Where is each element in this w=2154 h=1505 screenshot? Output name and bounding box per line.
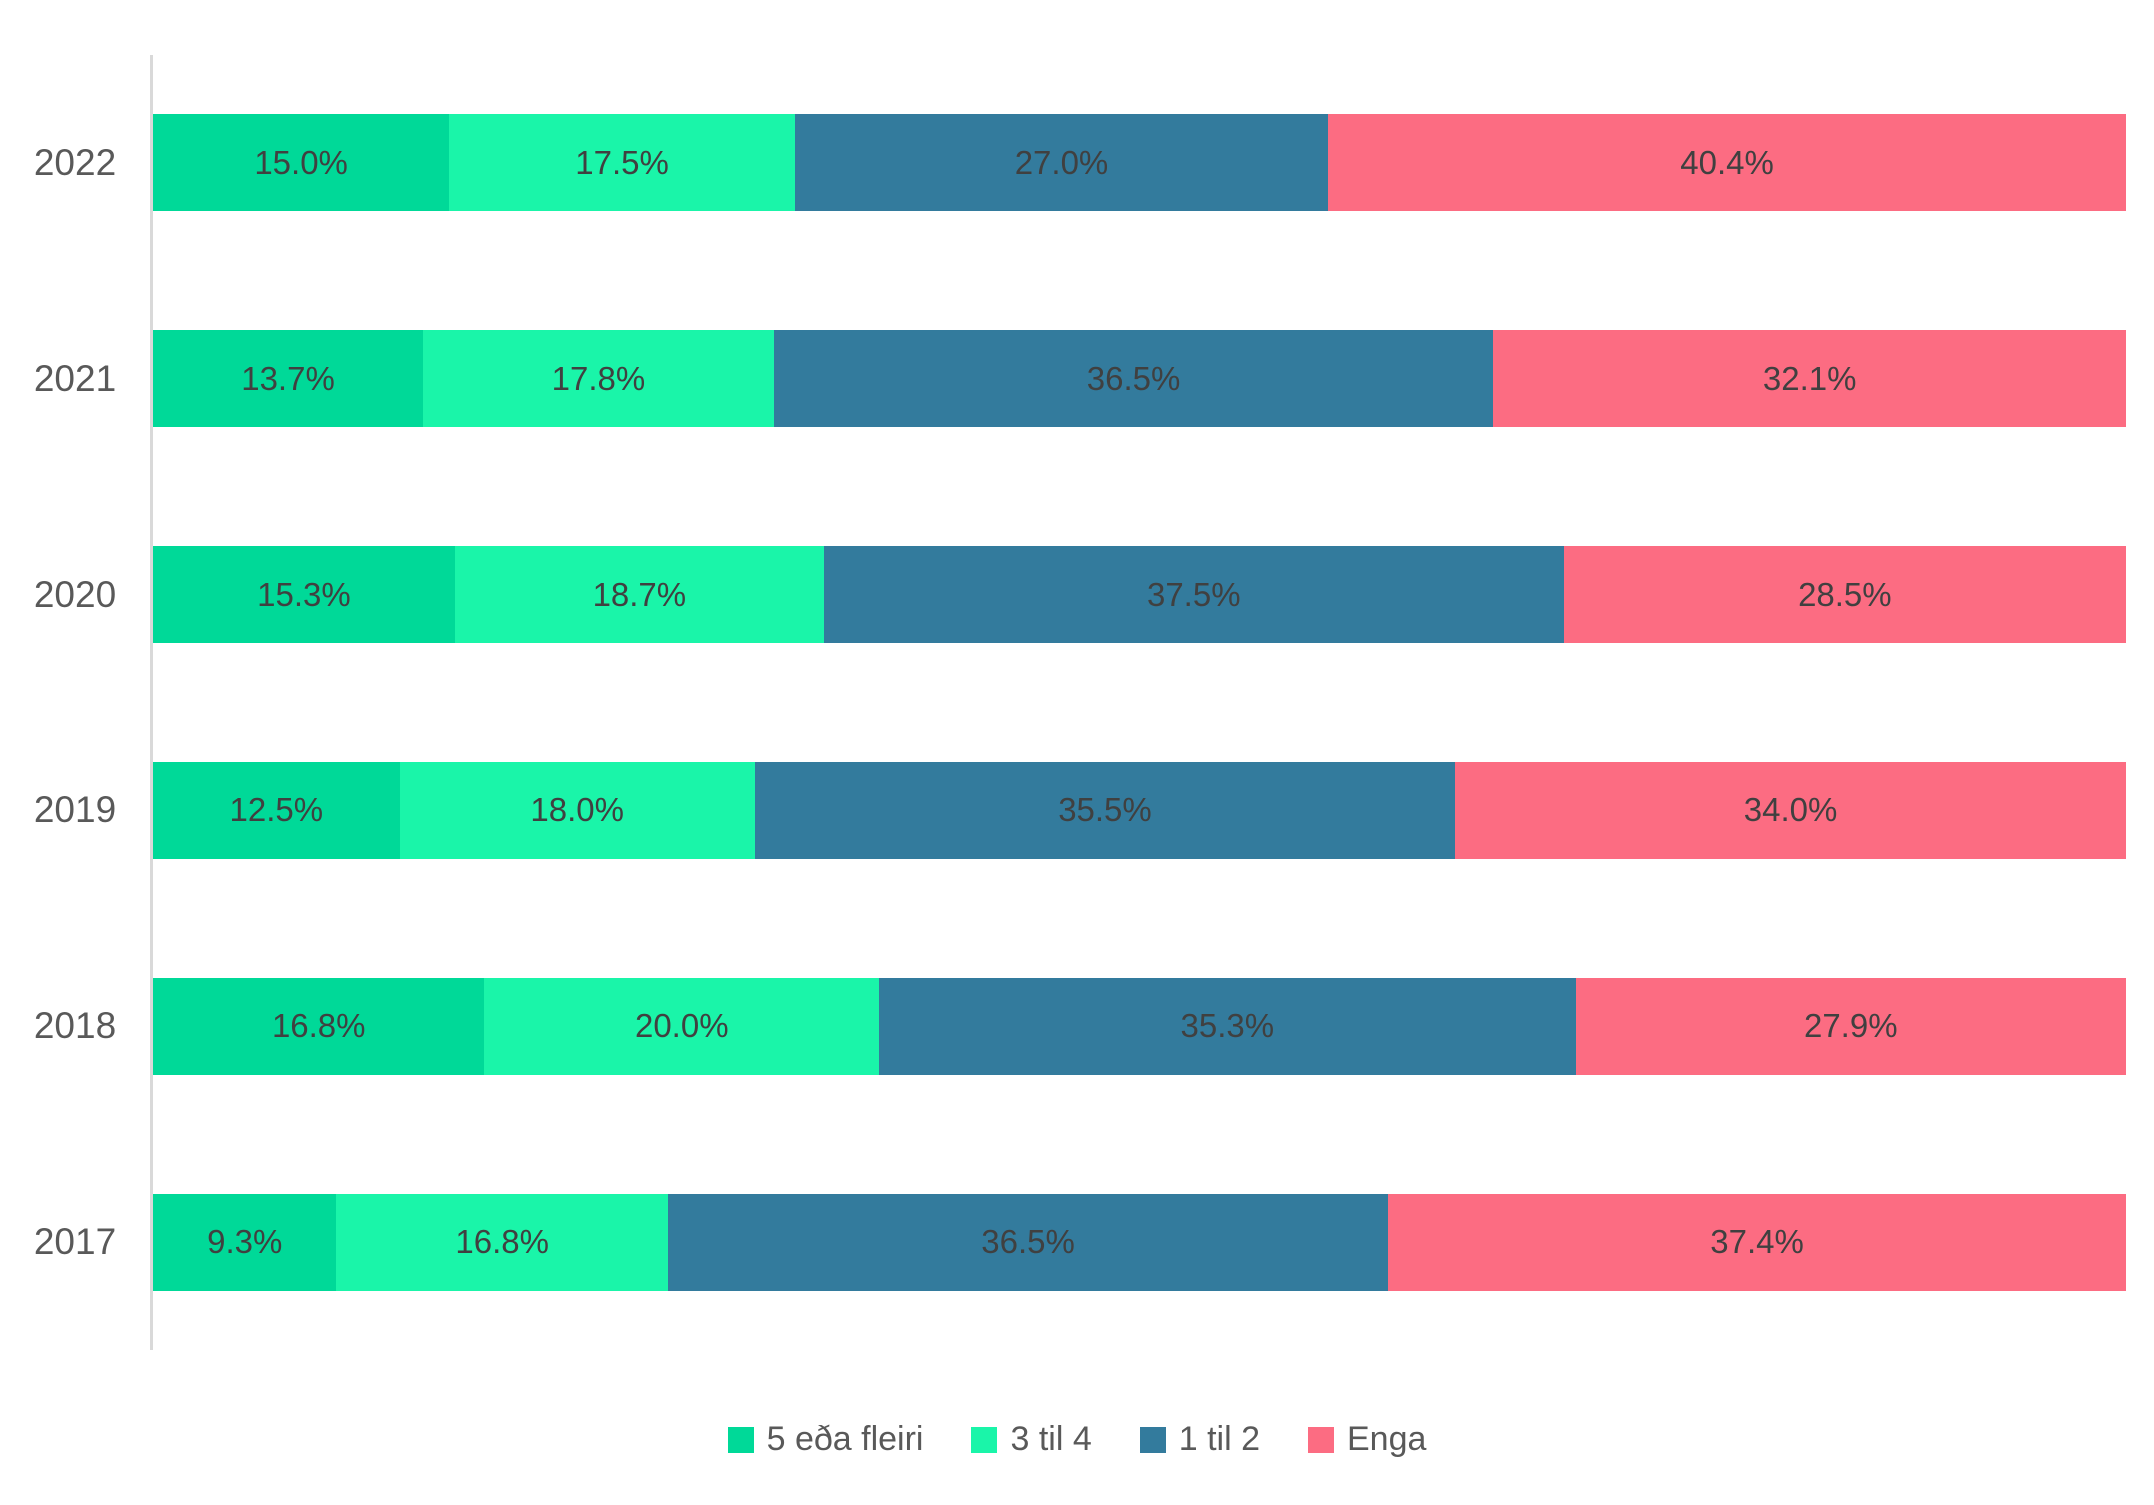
- data-label: 37.5%: [1146, 575, 1241, 613]
- data-label: 20.0%: [634, 1007, 729, 1045]
- bar-segment-3-til-4: 17.5%: [449, 114, 795, 212]
- bar-segment-3-til-4: 20.0%: [484, 977, 880, 1075]
- data-label: 28.5%: [1798, 575, 1892, 613]
- bar-segment-5-eða-fleiri: 13.7%: [153, 330, 424, 428]
- bar-track: 9.3% 16.8% 36.5% 37.4%: [153, 1193, 2126, 1291]
- bar-segment-enga: 34.0%: [1455, 761, 2126, 859]
- bar-segment-1-til-2: 35.3%: [879, 977, 1576, 1075]
- y-axis-label: 2022: [33, 141, 117, 183]
- data-label: 37.4%: [1710, 1223, 1804, 1261]
- bar-segment-1-til-2: 37.5%: [823, 546, 1564, 644]
- data-label: 27.0%: [1014, 143, 1109, 181]
- bar-segment-5-eða-fleiri: 9.3%: [153, 1193, 337, 1291]
- bar-segment-3-til-4: 18.0%: [399, 761, 755, 859]
- y-axis-label: 2019: [33, 789, 117, 831]
- bar-segment-1-til-2: 35.5%: [754, 761, 1456, 859]
- legend-item-5-eða-fleiri: 5 eða fleiri: [727, 1420, 924, 1459]
- legend-item-3-til-4: 3 til 4: [971, 1420, 1092, 1459]
- bar-segment-5-eða-fleiri: 15.3%: [153, 546, 455, 644]
- bar-segment-1-til-2: 36.5%: [667, 1193, 1389, 1291]
- bar-segment-5-eða-fleiri: 15.0%: [153, 114, 450, 212]
- chart-row: 2020 15.3% 18.7% 37.5% 28.5%: [0, 487, 2154, 703]
- data-label: 40.4%: [1680, 143, 1774, 181]
- bar-track: 15.3% 18.7% 37.5% 28.5%: [153, 546, 2127, 644]
- data-label: 17.5%: [575, 143, 669, 181]
- legend-swatch-icon: [971, 1426, 998, 1453]
- legend-label: 5 eða fleiri: [766, 1420, 924, 1458]
- bar-segment-3-til-4: 18.7%: [454, 546, 824, 644]
- legend-label: 3 til 4: [1010, 1420, 1092, 1458]
- bar-segment-enga: 40.4%: [1328, 114, 2127, 212]
- bar-segment-enga: 28.5%: [1563, 546, 2127, 644]
- data-label: 36.5%: [1086, 359, 1181, 397]
- data-label: 16.8%: [271, 1007, 366, 1045]
- bar-segment-5-eða-fleiri: 16.8%: [153, 977, 485, 1075]
- bar-segment-enga: 27.9%: [1575, 977, 2126, 1075]
- y-axis-label: 2018: [33, 1005, 117, 1047]
- data-label: 18.7%: [592, 575, 687, 613]
- data-label: 35.5%: [1058, 791, 1152, 829]
- legend-label: Enga: [1347, 1420, 1427, 1458]
- chart-row: 2021 13.7% 17.8% 36.5% 32.1%: [0, 271, 2154, 487]
- legend-item-1-til-2: 1 til 2: [1139, 1420, 1260, 1459]
- bar-segment-5-eða-fleiri: 12.5%: [153, 761, 400, 859]
- data-label: 16.8%: [455, 1223, 549, 1261]
- bar-segment-enga: 37.4%: [1388, 1193, 2126, 1291]
- legend-label: 1 til 2: [1178, 1420, 1260, 1458]
- y-axis-line: [150, 55, 153, 1350]
- data-label: 36.5%: [981, 1223, 1075, 1261]
- data-label: 13.7%: [241, 359, 335, 397]
- data-label: 17.8%: [551, 359, 646, 397]
- data-label: 9.3%: [207, 1223, 283, 1261]
- bar-segment-1-til-2: 36.5%: [773, 330, 1494, 428]
- data-label: 35.3%: [1180, 1007, 1275, 1045]
- data-label: 34.0%: [1743, 791, 1838, 829]
- bar-segment-3-til-4: 16.8%: [336, 1193, 668, 1291]
- legend: 5 eða fleiri 3 til 4 1 til 2 Enga: [0, 1420, 2154, 1459]
- y-axis-label: 2017: [33, 1221, 117, 1263]
- chart-row: 2018 16.8% 20.0% 35.3% 27.9%: [0, 918, 2154, 1134]
- chart-row: 2019 12.5% 18.0% 35.5% 34.0%: [0, 702, 2154, 918]
- legend-swatch-icon: [1308, 1426, 1334, 1453]
- data-label: 18.0%: [530, 791, 624, 829]
- data-label: 15.0%: [254, 143, 348, 181]
- plot-area: 2022 15.0% 17.5% 27.0% 40.4% 2021 13.7% 17.8% 36…: [0, 55, 2154, 1350]
- y-axis-label: 2021: [33, 357, 117, 399]
- data-label: 32.1%: [1762, 359, 1857, 397]
- bar-segment-1-til-2: 27.0%: [794, 114, 1329, 212]
- bar-track: 15.0% 17.5% 27.0% 40.4%: [153, 114, 2127, 212]
- chart-row: 2022 15.0% 17.5% 27.0% 40.4%: [0, 55, 2154, 271]
- data-label: 12.5%: [229, 791, 324, 829]
- y-axis-label: 2020: [33, 573, 117, 615]
- data-label: 27.9%: [1803, 1007, 1898, 1045]
- legend-swatch-icon: [727, 1426, 754, 1453]
- chart-row: 2017 9.3% 16.8% 36.5% 37.4%: [0, 1134, 2154, 1350]
- bar-track: 16.8% 20.0% 35.3% 27.9%: [153, 977, 2126, 1075]
- bar-track: 13.7% 17.8% 36.5% 32.1%: [153, 330, 2126, 428]
- legend-item-enga: Enga: [1308, 1420, 1426, 1459]
- bar-track: 12.5% 18.0% 35.5% 34.0%: [153, 761, 2126, 859]
- bar-segment-enga: 32.1%: [1493, 330, 2126, 428]
- legend-swatch-icon: [1139, 1426, 1166, 1453]
- data-label: 15.3%: [257, 575, 351, 613]
- bar-segment-3-til-4: 17.8%: [423, 330, 774, 428]
